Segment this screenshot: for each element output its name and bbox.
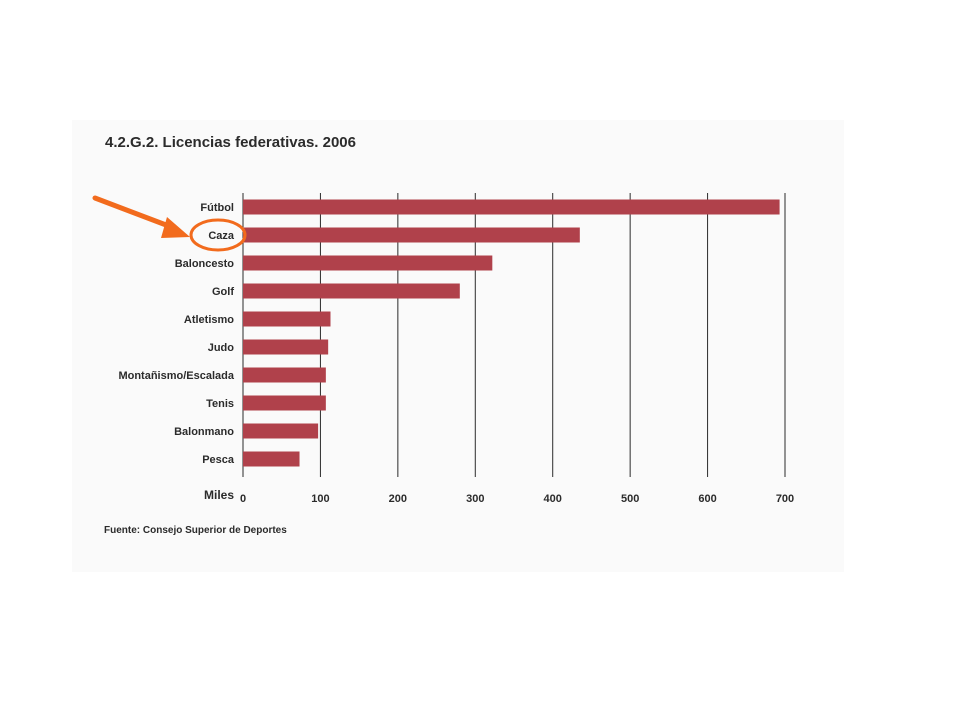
category-label: Golf <box>212 286 234 298</box>
category-label: Baloncesto <box>175 258 235 270</box>
x-tick-label: 700 <box>776 493 794 505</box>
x-tick-label: 100 <box>311 493 329 505</box>
bar <box>243 395 326 411</box>
bar <box>243 199 780 215</box>
highlight-ellipse <box>189 218 247 252</box>
category-label: Tenis <box>206 398 234 410</box>
category-label: Pesca <box>202 454 235 466</box>
highlight-arrow-head <box>161 217 190 238</box>
x-tick-label: 600 <box>698 493 716 505</box>
x-tick-label: 200 <box>389 493 407 505</box>
category-label: Atletismo <box>184 314 234 326</box>
category-label: Montañismo/Escalada <box>118 370 234 382</box>
x-tick-label: 500 <box>621 493 639 505</box>
category-label: Judo <box>208 342 235 354</box>
bar <box>243 451 300 467</box>
category-label: Caza <box>208 230 235 242</box>
x-tick-labels: 0 100 200 300 400 500 600 700 <box>240 493 794 505</box>
x-axis-label: Miles <box>204 488 234 502</box>
x-tick-label: 0 <box>240 493 246 505</box>
chart-title: 4.2.G.2. Licencias federativas. 2006 <box>105 134 356 151</box>
x-tick-label: 300 <box>466 493 484 505</box>
bar <box>243 423 319 439</box>
bar <box>243 227 580 243</box>
chart-panel <box>72 120 844 572</box>
category-labels: Fútbol Caza Baloncesto Golf Atletismo Judo Mon… <box>118 202 234 466</box>
highlight-annotation <box>92 195 247 252</box>
bar <box>243 367 326 383</box>
bar <box>243 283 460 299</box>
source-note: Fuente: Consejo Superior de Deportes <box>104 525 287 536</box>
category-label: Balonmano <box>174 426 234 438</box>
bar <box>243 311 331 327</box>
highlight-arrow-shaft <box>92 195 177 231</box>
bar <box>243 339 329 355</box>
bar <box>243 255 493 271</box>
bars <box>243 199 780 467</box>
x-tick-label: 400 <box>544 493 562 505</box>
category-label: Fútbol <box>200 202 234 214</box>
